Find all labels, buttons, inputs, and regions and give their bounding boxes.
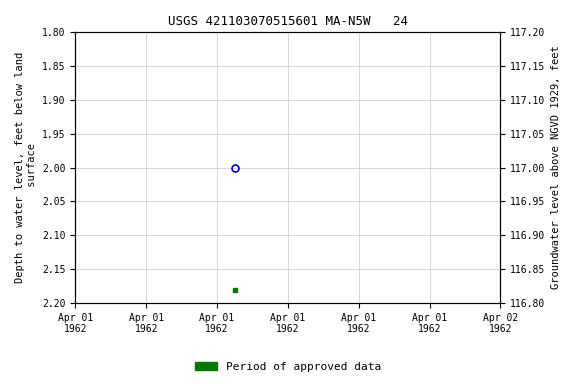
Title: USGS 421103070515601 MA-N5W   24: USGS 421103070515601 MA-N5W 24 (168, 15, 408, 28)
Legend: Period of approved data: Period of approved data (191, 358, 385, 377)
Y-axis label: Depth to water level, feet below land
 surface: Depth to water level, feet below land su… (15, 52, 37, 283)
Y-axis label: Groundwater level above NGVD 1929, feet: Groundwater level above NGVD 1929, feet (551, 46, 561, 290)
